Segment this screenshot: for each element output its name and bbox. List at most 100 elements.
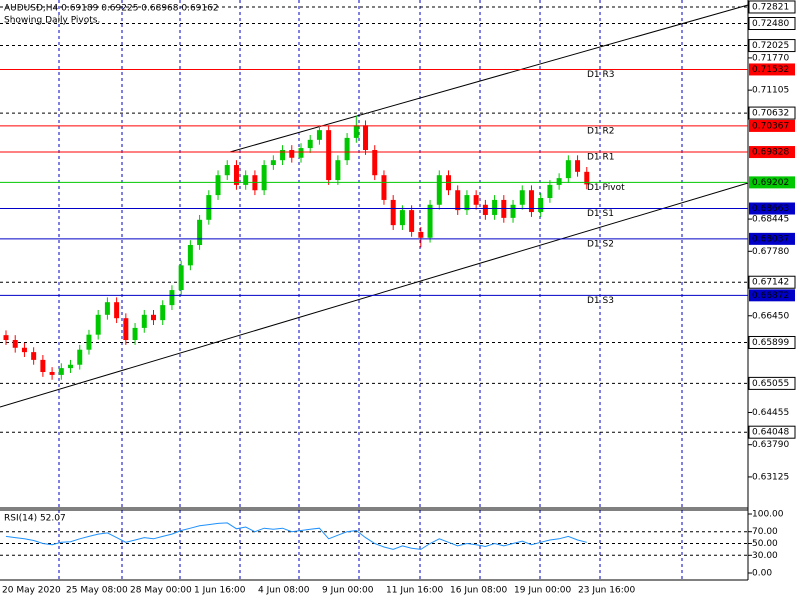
- candle-body: [261, 165, 267, 191]
- candle-body: [169, 290, 175, 306]
- rsi-tick-label: 30.00: [752, 551, 778, 561]
- time-grid: [58, 0, 683, 580]
- candle-body: [547, 184, 553, 198]
- candle-body: [215, 175, 221, 196]
- level-box: [748, 106, 796, 120]
- level-box: [748, 39, 796, 53]
- x-tick-label: 19 Jun 00:00: [514, 586, 571, 596]
- level-box: [748, 425, 796, 439]
- candle-body: [492, 199, 498, 215]
- candle-body: [178, 265, 184, 291]
- pivot-price: 0.69202: [752, 178, 789, 188]
- level-label: 0.65055: [752, 379, 789, 389]
- candle-body: [519, 190, 525, 205]
- level-box: [748, 275, 796, 289]
- chart-subtitle: Showing Daily Pivots.: [4, 16, 100, 26]
- candle-body: [21, 347, 27, 353]
- pivot-box: [749, 119, 795, 132]
- y-tick-label: 0.66450: [752, 311, 789, 321]
- candle-body: [77, 349, 83, 365]
- candle-body: [243, 175, 249, 185]
- level-label: 0.70632: [752, 109, 789, 119]
- candle-body: [104, 302, 110, 315]
- pivot-box: [749, 63, 795, 76]
- candle-body: [427, 204, 433, 238]
- candle-body: [95, 314, 101, 335]
- level-label: 0.64048: [752, 428, 789, 438]
- candle-body: [224, 165, 230, 176]
- candle-body: [436, 175, 442, 205]
- y-tick-label: 0.67780: [752, 247, 789, 257]
- candle-body: [141, 314, 147, 328]
- candle-body: [3, 335, 9, 341]
- candle-body: [316, 130, 322, 140]
- candle-body: [49, 371, 55, 375]
- pivot-price: 0.68037: [752, 234, 789, 244]
- level-box: [748, 17, 796, 31]
- pivot-price: 0.68663: [752, 204, 789, 214]
- candle-body: [298, 148, 304, 158]
- candle-body: [353, 125, 359, 138]
- pivot-name: D1 Pivot: [587, 183, 625, 193]
- candle-body: [409, 210, 415, 232]
- candle-body: [206, 195, 212, 220]
- x-tick-label: 28 May 00:00: [130, 586, 192, 596]
- rsi-tick-label: 0.00: [752, 569, 772, 579]
- y-tick-label: 0.71770: [752, 53, 789, 63]
- y-tick-label: 0.68445: [752, 215, 789, 225]
- candle-body: [58, 368, 64, 375]
- pivot-name: D1 S3: [587, 296, 614, 306]
- candle-body: [326, 130, 332, 181]
- pivot-box: [749, 289, 795, 302]
- candle-body: [390, 199, 396, 226]
- pivot-price: 0.71532: [752, 65, 789, 75]
- candle-body: [556, 178, 562, 185]
- rsi-line: [5, 522, 587, 550]
- pivot-name: D1 R2: [587, 126, 615, 136]
- x-tick-label: 23 Jun 16:00: [578, 586, 635, 596]
- chart-title: AUDUSD,H4 0.69189 0.69225 0.68968 0.6916…: [4, 4, 219, 14]
- candle-body: [455, 190, 461, 211]
- x-tick-label: 11 Jun 16:00: [386, 586, 443, 596]
- pivot-name: D1 S1: [587, 209, 614, 219]
- rsi-tick-label: 70.00: [752, 527, 778, 537]
- pivot-name: D1 R3: [587, 70, 615, 80]
- candle-body: [132, 327, 138, 341]
- candle-body: [307, 139, 313, 149]
- candle-body: [344, 137, 350, 161]
- pivot-box: [749, 232, 795, 245]
- level-label: 0.72025: [752, 41, 789, 51]
- candle-body: [363, 125, 369, 151]
- rsi-title: RSI(14) 52.07: [4, 514, 66, 524]
- candle-body: [86, 334, 92, 350]
- x-tick-label: 1 Jun 16:00: [194, 586, 246, 596]
- x-tick-label: 16 Jun 08:00: [450, 586, 507, 596]
- candle-body: [399, 210, 405, 226]
- pivot-box: [749, 146, 795, 159]
- candle-body: [528, 190, 534, 213]
- candle-body: [510, 204, 516, 218]
- candle-body: [473, 195, 479, 205]
- candle-body: [418, 231, 424, 238]
- x-tick-label: 20 May 2020: [2, 586, 61, 596]
- y-tick-label: 0.63125: [752, 472, 789, 482]
- y-tick-label: 0.71105: [752, 86, 789, 96]
- y-tick-label: 0.64455: [752, 408, 789, 418]
- x-tick-label: 25 May 08:00: [66, 586, 128, 596]
- rsi-tick-label: 50.00: [752, 539, 778, 549]
- candle-body: [68, 364, 74, 369]
- candle-body: [584, 171, 590, 185]
- candle-body: [464, 195, 470, 211]
- candle-body: [482, 204, 488, 215]
- candle-body: [160, 305, 166, 321]
- candle-body: [372, 150, 378, 176]
- candle-body: [197, 219, 203, 246]
- rsi-tick-label: 100.00: [752, 510, 784, 520]
- x-tick-label: 4 Jun 08:00: [258, 586, 310, 596]
- candle-body: [270, 160, 276, 166]
- candle-body: [123, 318, 129, 341]
- level-label: 0.72480: [752, 19, 789, 29]
- pivot-price: 0.69828: [752, 148, 789, 158]
- x-tick-label: 9 Jun 00:00: [322, 586, 374, 596]
